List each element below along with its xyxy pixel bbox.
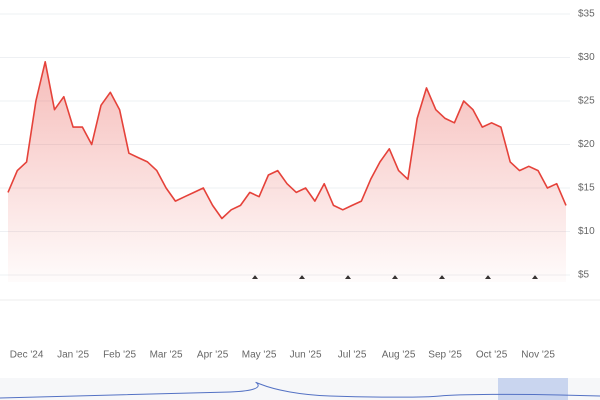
price-line (7, 61, 567, 220)
x-tick-label: May '25 (242, 350, 277, 361)
x-tick-label: Dec '24 (10, 350, 44, 361)
x-tick-label: Feb '25 (103, 350, 136, 361)
x-tick-label: Jul '25 (338, 350, 367, 361)
x-tick-label: Jun '25 (290, 350, 322, 361)
y-tick-label: $15 (578, 183, 595, 194)
area (8, 61, 566, 282)
navigator-line (0, 381, 600, 399)
x-tick-label: Mar '25 (150, 350, 183, 361)
y-tick-label: $25 (578, 96, 595, 107)
x-tick-label: Apr '25 (197, 350, 229, 361)
x-tick-label: Sep '25 (428, 350, 462, 361)
y-tick-label: $20 (578, 139, 595, 150)
x-tick-label: Nov '25 (521, 350, 555, 361)
y-tick-label: $35 (578, 9, 595, 20)
x-tick-label: Aug '25 (382, 350, 416, 361)
y-tick-label: $10 (578, 226, 595, 237)
x-tick-label: Oct '25 (476, 350, 508, 361)
navigator-window[interactable] (498, 378, 568, 400)
x-tick-label: Jan '25 (57, 350, 89, 361)
y-tick-label: $5 (578, 270, 590, 281)
y-tick-label: $30 (578, 52, 595, 63)
